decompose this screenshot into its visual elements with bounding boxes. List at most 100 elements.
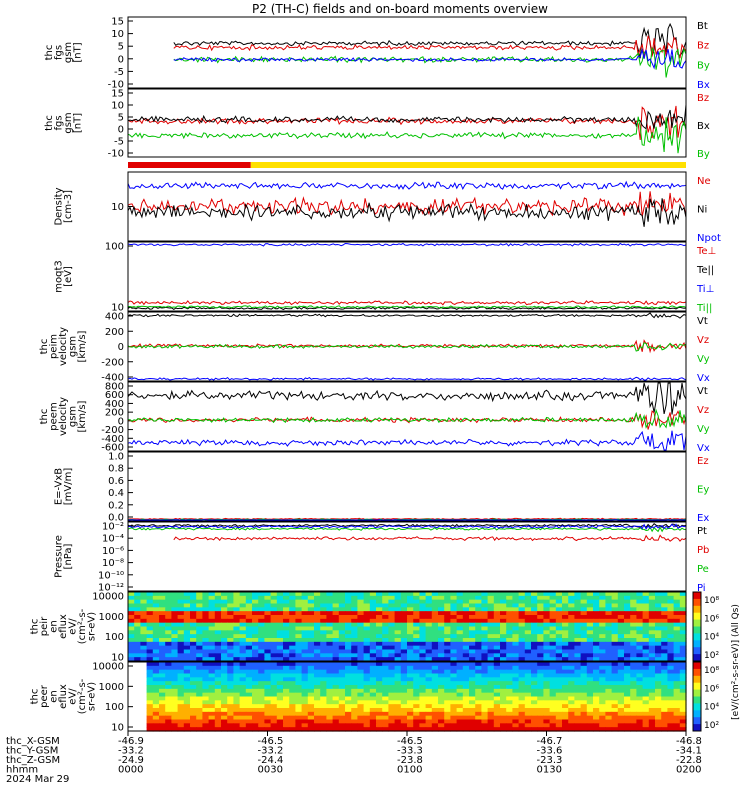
- spectrogram-cell: [171, 727, 179, 732]
- legend-label: Pe: [697, 564, 709, 575]
- spectrogram-cell: [518, 626, 526, 631]
- spectrogram-cell: [617, 599, 625, 605]
- spectrogram-cell: [221, 727, 228, 732]
- spectrogram-cell: [518, 599, 526, 605]
- spectrogram-cell: [673, 688, 681, 694]
- spectrogram-cell: [493, 700, 501, 705]
- spectrogram-cell: [332, 727, 340, 732]
- spectrogram-cell: [301, 727, 309, 732]
- spectrogram-cell: [555, 618, 563, 624]
- spectrogram-cell: [593, 669, 600, 675]
- spectrogram-cell: [605, 662, 613, 667]
- spectrogram-cell: [177, 696, 185, 701]
- spectrogram-cell: [543, 615, 551, 620]
- spectrogram-cell: [512, 641, 520, 647]
- spectrogram-cell: [679, 595, 687, 601]
- spectrogram-cell: [462, 677, 470, 682]
- spectrogram-cell: [177, 708, 185, 713]
- spectrogram-cell: [611, 662, 619, 667]
- spectrogram-cell: [233, 618, 241, 624]
- spectrogram-cell: [419, 618, 427, 624]
- spectrogram-cell: [400, 634, 408, 639]
- spectrogram-cell: [475, 657, 482, 662]
- spectrogram-cell: [159, 599, 166, 605]
- spectrogram-cell: [469, 653, 476, 658]
- spectrogram-cell: [221, 688, 228, 694]
- spectrogram-cell: [214, 618, 222, 624]
- spectrogram-cell: [413, 626, 420, 631]
- spectrogram-cell: [487, 645, 495, 651]
- spectrogram-cell: [146, 595, 154, 601]
- panel-frame: [127, 88, 687, 158]
- spectrogram-cell: [431, 595, 439, 601]
- spectrogram-cell: [599, 649, 606, 654]
- spectrogram-cell: [493, 665, 501, 671]
- spectrogram-cell: [363, 607, 371, 612]
- spectrogram-cell: [568, 708, 575, 713]
- spectrogram-cell: [376, 657, 383, 662]
- spectrogram-cell: [326, 615, 334, 620]
- spectrogram-cell: [630, 599, 637, 605]
- spectrogram-cell: [586, 719, 594, 724]
- spectrogram-cell: [506, 657, 513, 662]
- spectrogram-cell: [425, 688, 433, 694]
- spectrogram-cell: [425, 599, 433, 605]
- spectrogram-cell: [146, 704, 154, 709]
- spectrogram-cell: [425, 669, 433, 675]
- spectrogram-cell: [531, 595, 538, 601]
- spectrogram-cell: [258, 708, 265, 713]
- spectrogram-cell: [345, 677, 352, 682]
- spectrogram-cell: [599, 723, 606, 728]
- spectrogram-cell: [270, 719, 278, 724]
- spectrogram-cell: [270, 649, 278, 654]
- spectrogram-cell: [450, 665, 458, 671]
- spectrogram-cell: [295, 685, 303, 690]
- spectrogram-cell: [233, 595, 241, 601]
- spectrogram-cell: [283, 634, 290, 639]
- spectrogram-cell: [382, 645, 389, 651]
- spectrogram-cell: [363, 630, 371, 635]
- spectrogram-cell: [419, 622, 427, 628]
- spectrogram-cell: [196, 704, 203, 709]
- spectrogram-cell: [512, 649, 520, 654]
- spectrogram-cell: [264, 700, 272, 705]
- spectrogram-cell: [562, 688, 569, 694]
- spectrogram-cell: [679, 592, 687, 597]
- spectrogram-cell: [487, 696, 495, 701]
- spectrogram-cell: [221, 622, 228, 628]
- spectrogram-cell: [221, 704, 228, 709]
- ylabel-line: E=-VxB: [53, 468, 64, 505]
- spectrogram-cell: [586, 662, 594, 667]
- spectrogram-cell: [599, 615, 606, 620]
- spectrogram-cell: [661, 592, 668, 597]
- spectrogram-cell: [456, 708, 464, 713]
- spectrogram-cell: [413, 692, 420, 698]
- spectrogram-cell: [593, 688, 600, 694]
- spectrogram-cell: [543, 657, 551, 662]
- spectrogram-cell: [227, 607, 234, 612]
- spectrogram-cell: [345, 685, 352, 690]
- panel-frame: [127, 591, 687, 662]
- spectrogram-cell: [165, 653, 172, 658]
- spectrogram-cell: [679, 615, 687, 620]
- spectrogram-cell: [661, 665, 668, 671]
- spectrogram-cell: [667, 673, 675, 678]
- spectrogram-cell: [314, 673, 321, 678]
- spectrogram-cell: [444, 708, 451, 713]
- spectrogram-cell: [574, 677, 582, 682]
- spectrogram-cell: [326, 677, 334, 682]
- spectrogram-cell: [450, 692, 458, 698]
- spectrogram-cell: [208, 592, 216, 597]
- spectrogram-cell: [407, 638, 414, 643]
- series-trace: [127, 408, 687, 429]
- spectrogram-cell: [252, 696, 259, 701]
- spectrogram-cell: [475, 685, 482, 690]
- spectrogram-cell: [369, 649, 377, 654]
- spectrogram-cell: [165, 704, 172, 709]
- spectrogram-cell: [159, 673, 166, 678]
- ylabel-line: velocity: [58, 397, 69, 436]
- spectrogram-cell: [214, 681, 222, 686]
- spectrogram-cell: [314, 595, 321, 601]
- spectrogram-cell: [413, 603, 420, 608]
- spectrogram-cell: [196, 634, 203, 639]
